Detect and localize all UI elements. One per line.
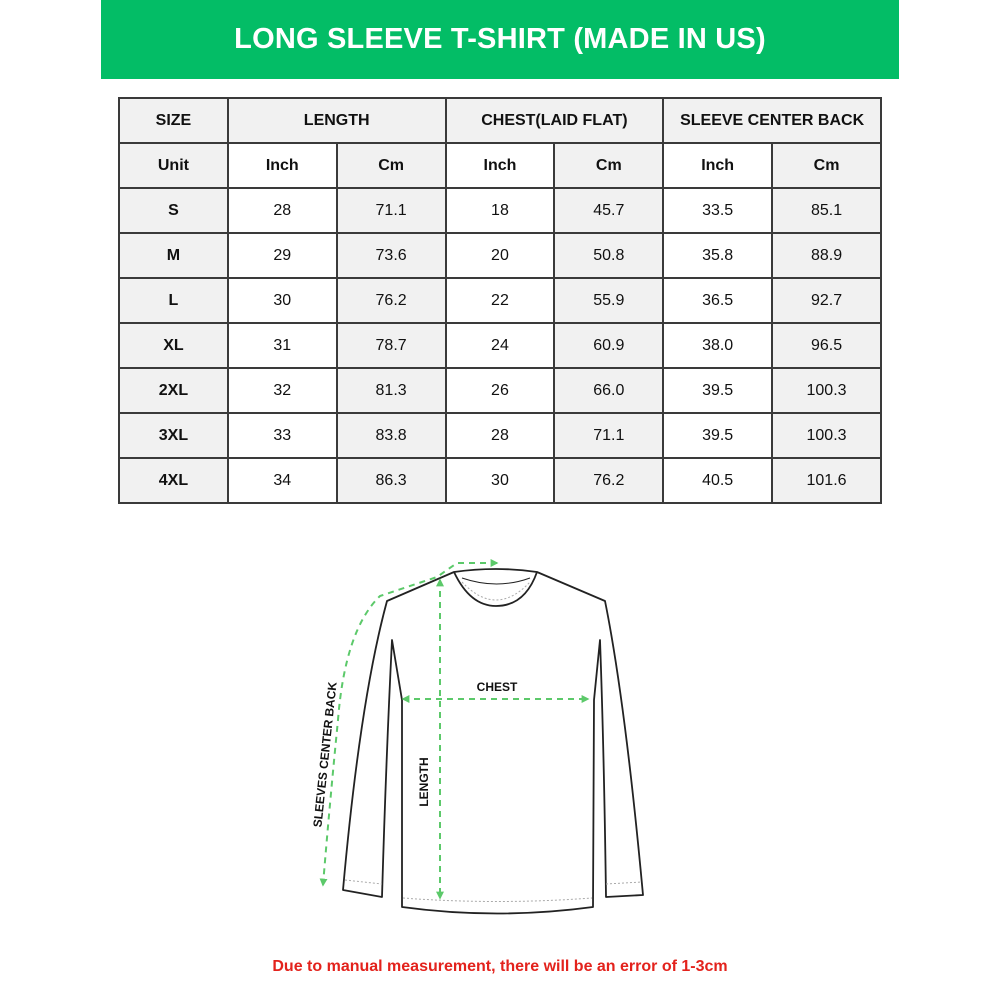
measurement-cell: 45.7 bbox=[553, 187, 665, 234]
measurement-cell: 30 bbox=[226, 277, 338, 324]
table-header-row: SIZE LENGTH CHEST(LAID FLAT) SLEEVE CENT… bbox=[118, 97, 882, 144]
size-cell: XL bbox=[118, 322, 229, 369]
header-size: SIZE bbox=[118, 97, 229, 144]
measurement-cell: 88.9 bbox=[771, 232, 882, 279]
size-cell: L bbox=[118, 277, 229, 324]
measurement-cell: 50.8 bbox=[553, 232, 665, 279]
measurement-cell: 73.6 bbox=[335, 232, 447, 279]
measurement-cell: 96.5 bbox=[771, 322, 882, 369]
measurement-cell: 31 bbox=[226, 322, 338, 369]
measurement-cell: 33 bbox=[226, 412, 338, 459]
sleeve-arrow bbox=[319, 559, 499, 887]
measurement-cell: 55.9 bbox=[553, 277, 665, 324]
measurement-cell: 60.9 bbox=[553, 322, 665, 369]
size-chart-table: SIZE LENGTH CHEST(LAID FLAT) SLEEVE CENT… bbox=[118, 97, 882, 504]
measurement-cell: 85.1 bbox=[771, 187, 882, 234]
measurement-cell: 39.5 bbox=[662, 367, 774, 414]
measurement-cell: 18 bbox=[444, 187, 556, 234]
unit-cell: Cm bbox=[553, 142, 665, 189]
measurement-cell: 78.7 bbox=[335, 322, 447, 369]
size-cell: 3XL bbox=[118, 412, 229, 459]
table-row: S 28 71.1 18 45.7 33.5 85.1 bbox=[118, 187, 882, 234]
measurement-cell: 20 bbox=[444, 232, 556, 279]
length-label: LENGTH bbox=[417, 757, 431, 806]
unit-cell: Unit bbox=[118, 142, 229, 189]
header-chest: CHEST(LAID FLAT) bbox=[444, 97, 665, 144]
measurement-cell: 28 bbox=[444, 412, 556, 459]
measurement-cell: 76.2 bbox=[553, 457, 665, 504]
measurement-cell: 39.5 bbox=[662, 412, 774, 459]
unit-cell: Inch bbox=[226, 142, 338, 189]
measurement-cell: 100.3 bbox=[771, 412, 882, 459]
measurement-cell: 22 bbox=[444, 277, 556, 324]
size-cell: 2XL bbox=[118, 367, 229, 414]
measurement-cell: 34 bbox=[226, 457, 338, 504]
unit-cell: Inch bbox=[444, 142, 556, 189]
unit-row: Unit Inch Cm Inch Cm Inch Cm bbox=[118, 142, 882, 189]
chest-label: CHEST bbox=[477, 680, 518, 694]
measurement-cell: 32 bbox=[226, 367, 338, 414]
stitching bbox=[344, 581, 643, 902]
table-row: M 29 73.6 20 50.8 35.8 88.9 bbox=[118, 232, 882, 279]
measurement-cell: 28 bbox=[226, 187, 338, 234]
sleeve-label: SLEEVES CENTER BACK bbox=[310, 681, 339, 828]
measurement-cell: 83.8 bbox=[335, 412, 447, 459]
measurement-arrows bbox=[319, 559, 590, 900]
measurement-cell: 33.5 bbox=[662, 187, 774, 234]
size-cell: S bbox=[118, 187, 229, 234]
measurement-cell: 76.2 bbox=[335, 277, 447, 324]
measurement-cell: 81.3 bbox=[335, 367, 447, 414]
header-sleeve: SLEEVE CENTER BACK bbox=[662, 97, 882, 144]
measurement-error-note: Due to manual measurement, there will be… bbox=[272, 958, 728, 975]
measurement-cell: 92.7 bbox=[771, 277, 882, 324]
shirt-outline bbox=[342, 568, 644, 915]
measurement-cell: 29 bbox=[226, 232, 338, 279]
measurement-cell: 101.6 bbox=[771, 457, 882, 504]
measurement-cell: 36.5 bbox=[662, 277, 774, 324]
measurement-cell: 26 bbox=[444, 367, 556, 414]
unit-cell: Cm bbox=[335, 142, 447, 189]
table-row: 4XL 34 86.3 30 76.2 40.5 101.6 bbox=[118, 457, 882, 504]
measurement-cell: 40.5 bbox=[662, 457, 774, 504]
table-row: XL 31 78.7 24 60.9 38.0 96.5 bbox=[118, 322, 882, 369]
measurement-cell: 71.1 bbox=[553, 412, 665, 459]
measurement-cell: 35.8 bbox=[662, 232, 774, 279]
size-cell: 4XL bbox=[118, 457, 229, 504]
measurement-cell: 30 bbox=[444, 457, 556, 504]
measurement-cell: 38.0 bbox=[662, 322, 774, 369]
measurement-cell: 86.3 bbox=[335, 457, 447, 504]
measurement-cell: 100.3 bbox=[771, 367, 882, 414]
size-cell: M bbox=[118, 232, 229, 279]
table-row: L 30 76.2 22 55.9 36.5 92.7 bbox=[118, 277, 882, 324]
measurement-cell: 24 bbox=[444, 322, 556, 369]
page-title: LONG SLEEVE T-SHIRT (MADE IN US) bbox=[101, 0, 899, 79]
table-row: 2XL 32 81.3 26 66.0 39.5 100.3 bbox=[118, 367, 882, 414]
measurement-cell: 66.0 bbox=[553, 367, 665, 414]
table-row: 3XL 33 83.8 28 71.1 39.5 100.3 bbox=[118, 412, 882, 459]
measurement-cell: 71.1 bbox=[335, 187, 447, 234]
unit-cell: Inch bbox=[662, 142, 774, 189]
header-length: LENGTH bbox=[226, 97, 447, 144]
unit-cell: Cm bbox=[771, 142, 882, 189]
